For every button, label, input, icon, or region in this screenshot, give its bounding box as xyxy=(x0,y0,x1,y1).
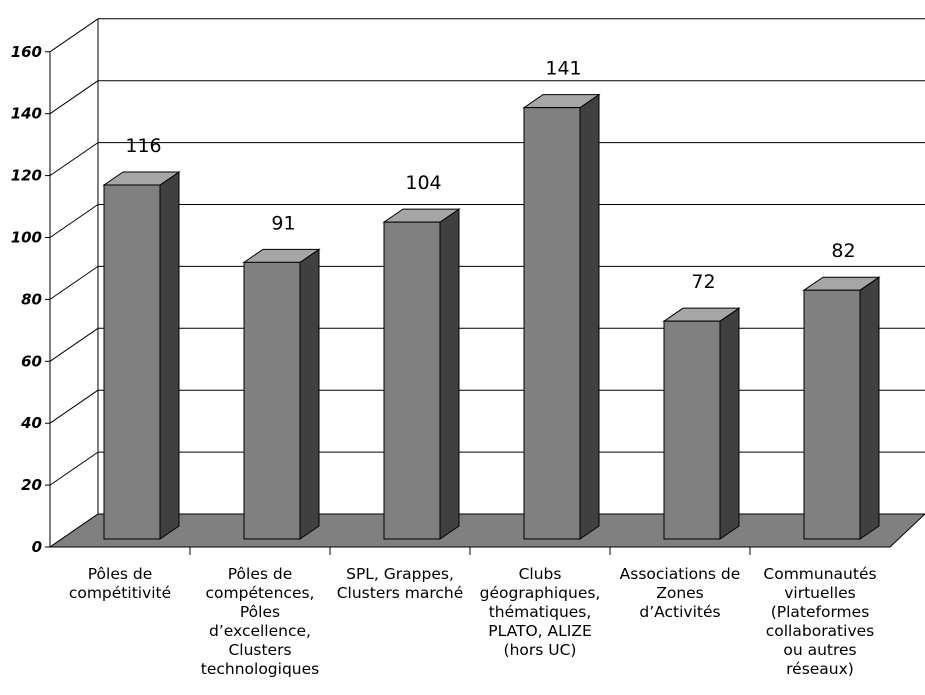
x-category-label: Communautés virtuelles (Plateformes coll… xyxy=(763,565,877,678)
bar-side xyxy=(439,208,460,540)
data-label: 91 xyxy=(271,212,295,234)
data-label: 141 xyxy=(545,58,581,80)
bars-layer xyxy=(102,93,881,540)
gridline-diagonal xyxy=(49,327,99,362)
x-category-label: Clubs géographiques, thématiques, PLATO,… xyxy=(479,565,601,659)
y-tick-label: 120 xyxy=(11,167,42,185)
bar-side xyxy=(159,171,180,540)
bar-side xyxy=(299,248,320,540)
y-tick-label: 140 xyxy=(11,105,42,123)
data-label: 72 xyxy=(691,271,715,293)
bar-side xyxy=(579,93,600,540)
y-tick-label: 40 xyxy=(20,414,42,432)
bar-side xyxy=(719,307,740,540)
x-category-label: Pôles de compétences, Pôles d’excellence… xyxy=(200,565,320,678)
gridline-diagonal xyxy=(49,265,99,300)
y-tick-label: 100 xyxy=(11,229,42,247)
bar xyxy=(382,208,461,540)
bar-side xyxy=(859,276,880,540)
y-tick-label: 80 xyxy=(21,290,42,308)
data-label: 104 xyxy=(405,172,441,194)
gridline-diagonal xyxy=(49,451,99,486)
gridline-diagonal xyxy=(49,389,99,424)
y-tick-label: 60 xyxy=(21,352,42,370)
y-tick-label: 20 xyxy=(21,476,42,494)
y-tick-label: 0 xyxy=(32,538,42,556)
x-category-label: Associations de Zones d’Activités xyxy=(619,565,741,621)
bar-front xyxy=(103,184,161,540)
gridline-diagonal xyxy=(49,204,99,238)
gridline-diagonal xyxy=(49,18,99,53)
bar-front xyxy=(663,320,721,540)
bar xyxy=(662,307,741,540)
bar-front xyxy=(383,221,441,540)
floor-plane xyxy=(48,513,925,548)
y-tick-labels: 0 20 40 60 80 100 120 140 160 xyxy=(11,43,42,556)
data-labels: 116 91 104 141 72 82 xyxy=(125,58,855,294)
data-label: 116 xyxy=(125,135,161,157)
gridline-diagonal xyxy=(49,142,99,177)
gridline-diagonal xyxy=(49,80,99,115)
bar xyxy=(522,93,601,540)
y-tick-label: 160 xyxy=(11,43,42,61)
bar-front xyxy=(803,289,861,540)
x-category-label: Pôles de compétitivité xyxy=(68,565,172,602)
bar-front xyxy=(523,107,581,540)
bar-front xyxy=(243,261,301,540)
bar xyxy=(802,276,881,540)
chart-floor xyxy=(48,513,925,548)
bar xyxy=(102,171,181,540)
data-label: 82 xyxy=(831,240,855,262)
x-category-label: SPL, Grappes, Clusters marché xyxy=(336,565,464,602)
bar xyxy=(242,248,321,540)
